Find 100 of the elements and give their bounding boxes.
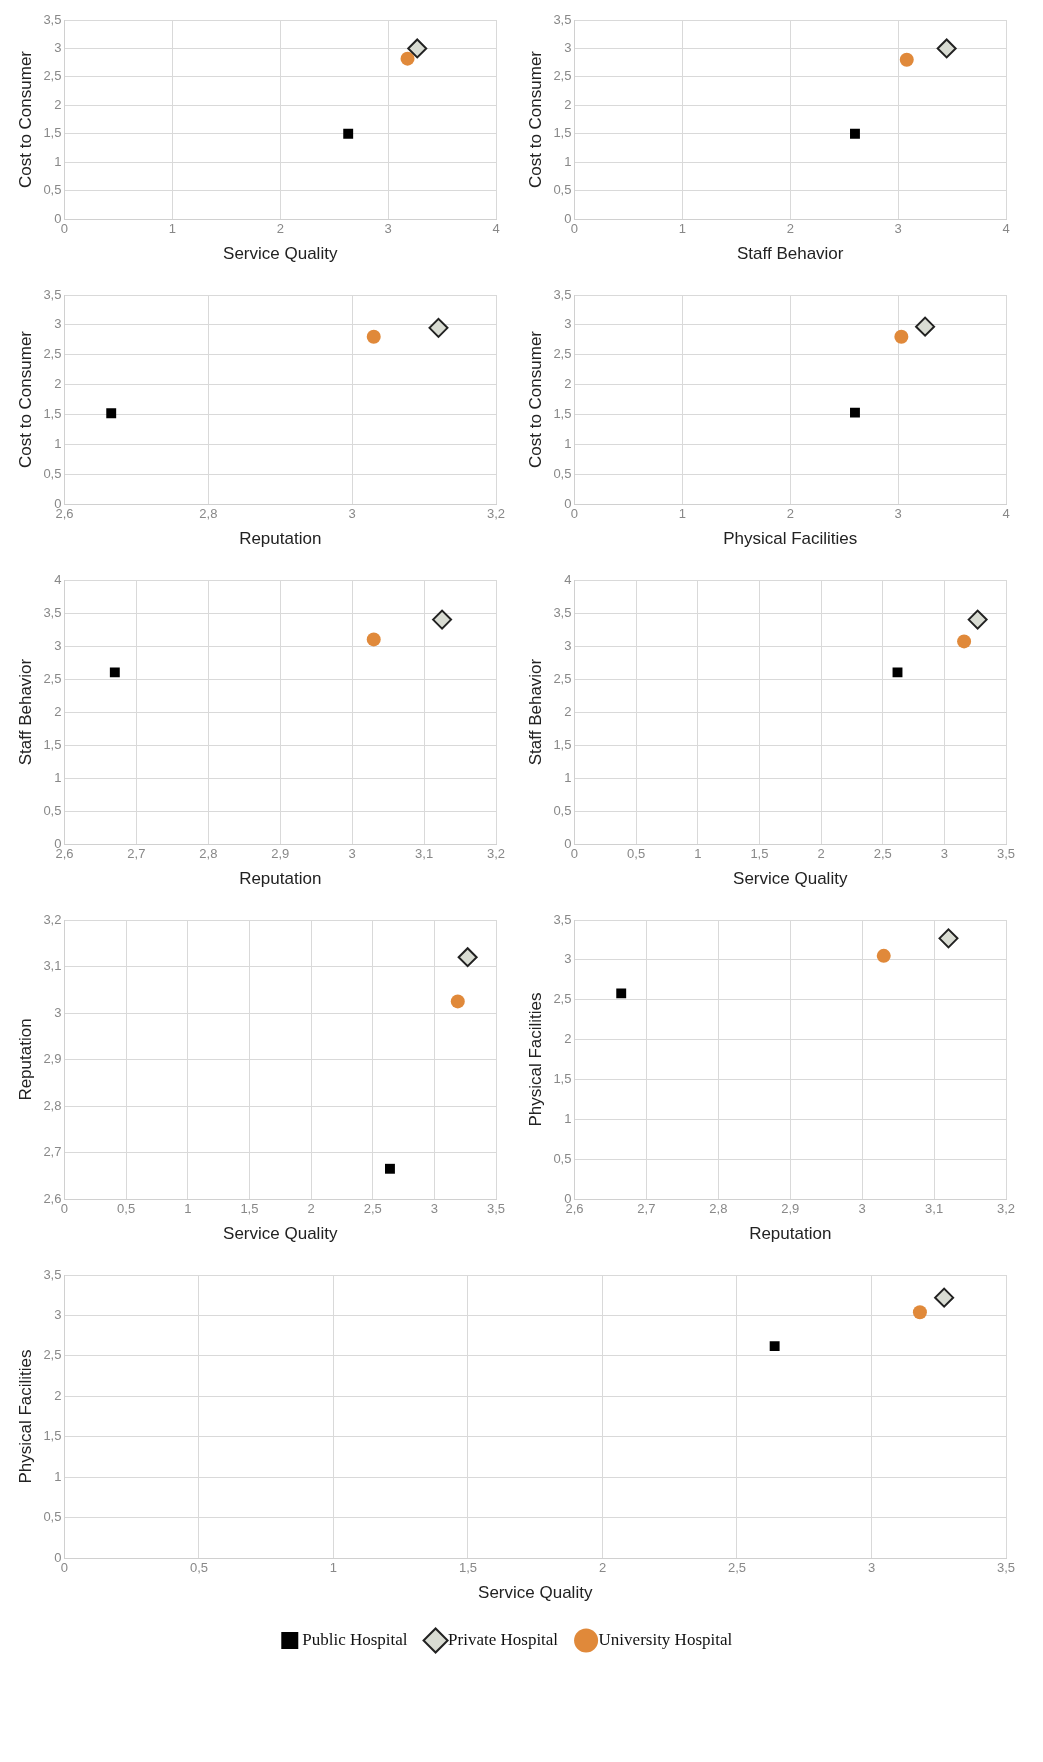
y-tick-label: 3,5 [43, 11, 62, 27]
y-tick-label: 1 [564, 769, 572, 785]
point [876, 948, 891, 963]
point [894, 329, 909, 344]
x-tick-label: 1,5 [750, 846, 769, 862]
x-tick-label: 4 [492, 221, 500, 237]
point [366, 329, 381, 344]
x-tick-label: 0,5 [189, 1560, 209, 1576]
y-axis-title: Cost to Consumer [525, 330, 545, 468]
y-tick-label: 1 [564, 153, 572, 169]
legend-label: Private Hospital [448, 1629, 559, 1649]
y-tick-label: 2,5 [553, 68, 572, 84]
y-tick-label: 3 [54, 316, 62, 332]
x-tick-label: 2,5 [727, 1560, 747, 1576]
x-tick-label: 1 [678, 506, 686, 522]
y-tick-label: 1 [564, 1110, 572, 1126]
x-tick-label: 2 [307, 1201, 315, 1217]
y-tick-label: 1 [54, 769, 62, 785]
point [957, 634, 972, 649]
point [938, 928, 959, 949]
point [407, 38, 428, 59]
y-tick-label: 2,5 [43, 346, 62, 362]
point [912, 1305, 927, 1320]
x-tick-label: 2 [598, 1560, 607, 1576]
x-tick-label: 3 [894, 221, 902, 237]
y-tick-label: 2,5 [43, 68, 62, 84]
y-tick-label: 1,5 [553, 125, 572, 141]
y-tick-label: 1,5 [43, 406, 62, 422]
y-tick-label: 0,5 [553, 182, 572, 198]
y-tick-label: 2,5 [553, 991, 572, 1007]
y-tick-label: 1 [54, 1468, 62, 1484]
y-tick-label: 2,5 [553, 670, 572, 686]
y-tick-label: 1 [54, 435, 62, 451]
x-tick-label: 2,7 [637, 1201, 656, 1217]
y-tick-label: 3,1 [43, 958, 62, 974]
y-tick-label: 3 [564, 40, 572, 56]
y-tick-label: 4 [564, 571, 572, 587]
y-tick-label: 0,5 [43, 802, 62, 818]
point [109, 667, 120, 678]
y-tick-label: 0,5 [553, 1150, 572, 1166]
point [936, 38, 957, 59]
y-tick-label: 1 [564, 435, 572, 451]
x-tick-label: 3,2 [486, 846, 506, 862]
point [915, 316, 936, 337]
y-tick-label: 0 [54, 210, 62, 226]
x-tick-label: 2 [276, 221, 284, 237]
point [457, 947, 478, 968]
x-tick-label: 3,1 [925, 1201, 944, 1217]
y-axis-title: Staff Behavior [15, 658, 35, 766]
y-axis-title: Cost to Consumer [15, 330, 35, 468]
y-tick-label: 3 [54, 637, 62, 653]
y-tick-label: 3 [564, 316, 572, 332]
x-tick-label: 3 [867, 1560, 876, 1576]
y-tick-label: 2,5 [553, 346, 572, 362]
y-tick-label: 2 [54, 703, 62, 719]
y-tick-label: 1,5 [553, 1071, 572, 1087]
x-tick-label: 2,5 [873, 846, 892, 862]
y-tick-label: 2,6 [43, 1190, 62, 1206]
y-tick-label: 2 [564, 376, 572, 392]
x-tick-label: 3,1 [415, 846, 434, 862]
y-tick-label: 3 [564, 637, 572, 653]
y-tick-label: 2 [564, 1031, 572, 1047]
y-tick-label: 2 [54, 1387, 62, 1403]
x-tick-label: 1,5 [458, 1560, 478, 1576]
x-tick-label: 1 [694, 846, 702, 862]
x-tick-label: 2,8 [199, 506, 218, 522]
y-tick-label: 1,5 [43, 1428, 62, 1444]
y-tick-label: 2,5 [43, 670, 62, 686]
point [432, 609, 453, 630]
y-tick-label: 0,5 [553, 465, 572, 481]
x-tick-label: 3 [384, 221, 392, 237]
y-tick-label: 2 [54, 96, 62, 112]
y-tick-label: 3,5 [43, 286, 62, 302]
point [428, 317, 449, 338]
x-tick-label: 3,5 [996, 846, 1016, 862]
x-tick-label: 3,2 [486, 506, 506, 522]
point [106, 408, 117, 419]
x-tick-label: 2,9 [271, 846, 290, 862]
x-tick-label: 2 [817, 846, 825, 862]
x-tick-label: 1,5 [240, 1201, 259, 1217]
y-tick-label: 0,5 [43, 1509, 62, 1525]
point [892, 667, 903, 678]
y-tick-label: 3,5 [43, 1266, 62, 1282]
x-tick-label: 1 [168, 221, 176, 237]
x-tick-label: 0,5 [117, 1201, 136, 1217]
y-tick-label: 3,5 [553, 11, 572, 27]
x-tick-label: 4 [1002, 506, 1010, 522]
y-tick-label: 0 [564, 835, 572, 851]
x-tick-label: 3 [348, 846, 356, 862]
x-axis-title: Reputation [239, 529, 322, 549]
y-tick-label: 3,2 [43, 911, 62, 927]
point [967, 609, 988, 630]
x-tick-label: 3 [894, 506, 902, 522]
y-tick-label: 4 [54, 571, 62, 587]
x-tick-label: 2 [786, 221, 794, 237]
x-tick-label: 3,5 [996, 1560, 1016, 1576]
x-tick-label: 1 [329, 1560, 338, 1576]
point [400, 51, 415, 66]
point [934, 1287, 955, 1308]
y-tick-label: 2 [564, 96, 572, 112]
